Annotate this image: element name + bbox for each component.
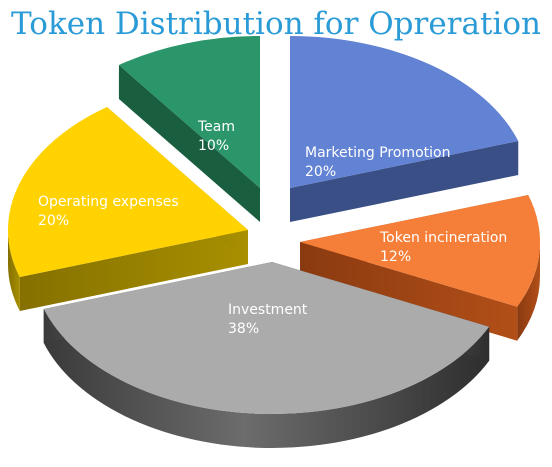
slice-percent-label: 12% — [380, 249, 411, 265]
pie-slice-cut — [118, 65, 260, 222]
slice-label: Team — [197, 119, 235, 135]
slice-percent-label: 38% — [228, 321, 259, 337]
slice-label: Token incineration — [379, 230, 507, 246]
pie-slice-cut — [300, 242, 518, 341]
chart-title: Token Distribution for Opreration — [11, 6, 541, 42]
pie-slice-wall — [8, 230, 20, 311]
slice-label: Marketing Promotion — [305, 145, 450, 161]
pie-slice-operating-expenses — [7, 107, 248, 277]
pie-slice-team — [118, 36, 260, 188]
slice-label: Operating expenses — [38, 194, 179, 210]
pie-slice-wall — [43, 308, 490, 448]
pie-slice-marketing-promotion — [290, 36, 519, 188]
pie-slice-wall — [517, 242, 540, 341]
pie-slice-cut — [290, 141, 519, 222]
slice-percent-label: 20% — [38, 213, 69, 229]
pie-slice-investment — [43, 262, 490, 415]
slice-percent-label: 20% — [305, 164, 336, 180]
pie-slice-token-incineration — [300, 195, 540, 307]
slice-label: Investment — [228, 302, 308, 318]
slice-percent-label: 10% — [198, 138, 229, 154]
pie-slice-cut — [19, 230, 249, 311]
